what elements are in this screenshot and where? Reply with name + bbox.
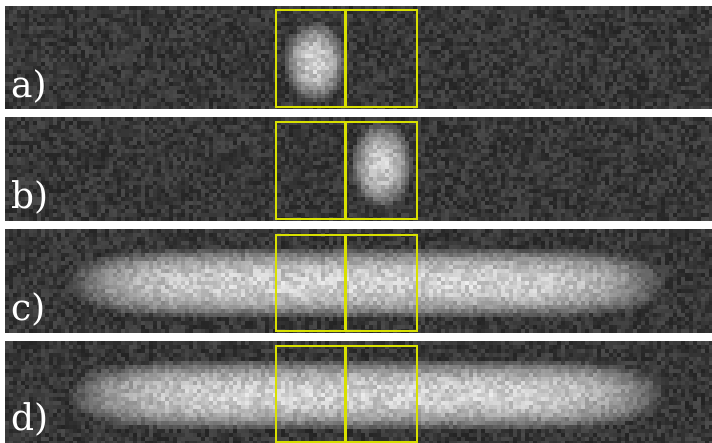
panel-b: b) bbox=[5, 117, 712, 221]
roi-divider bbox=[344, 234, 347, 332]
panel-d: d) bbox=[5, 341, 712, 443]
noise-texture-b bbox=[5, 117, 712, 221]
panel-label: b) bbox=[11, 176, 49, 217]
noise-texture-c bbox=[5, 229, 712, 333]
panel-a: a) bbox=[5, 6, 712, 109]
roi-divider bbox=[344, 345, 347, 443]
panel-label: d) bbox=[11, 398, 49, 439]
panel-c: c) bbox=[5, 229, 712, 333]
roi-divider bbox=[344, 121, 347, 220]
panel-label: a) bbox=[11, 65, 47, 106]
roi-divider bbox=[344, 9, 347, 108]
panel-label: c) bbox=[11, 288, 46, 329]
noise-texture-d bbox=[5, 341, 712, 443]
